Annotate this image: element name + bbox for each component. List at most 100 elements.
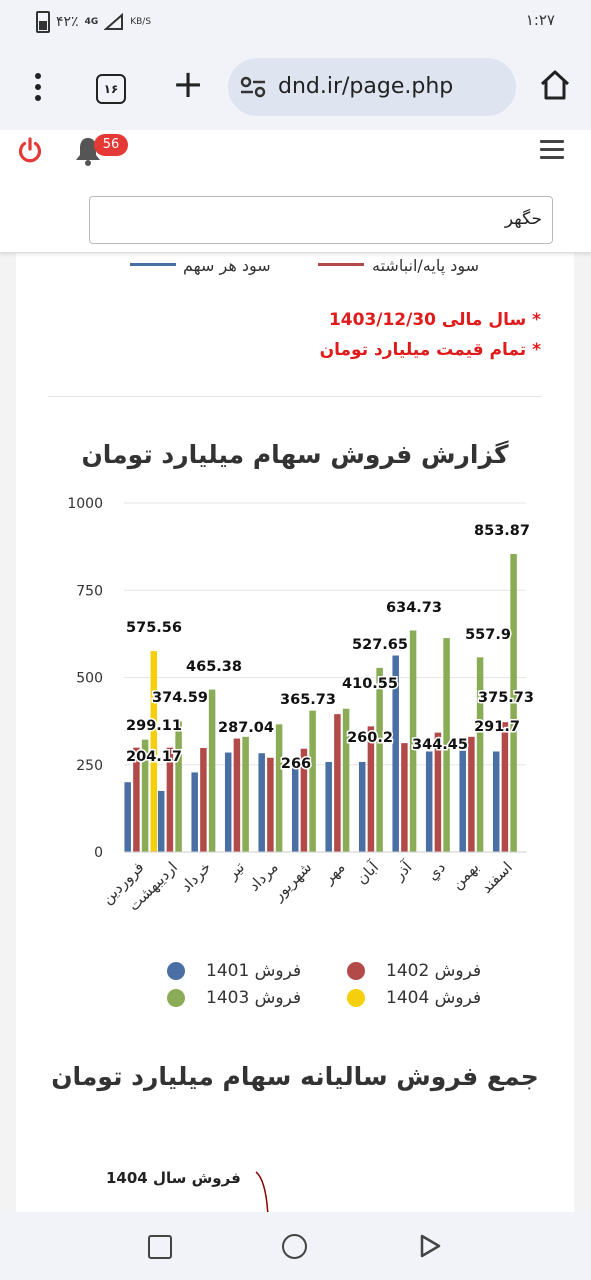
home-icon[interactable] (538, 68, 572, 102)
site-settings-icon[interactable] (240, 76, 266, 98)
address-bar[interactable]: dnd.ir/page.php (228, 58, 516, 116)
bar (409, 630, 417, 852)
bar (141, 739, 149, 852)
data-label: 266 (281, 756, 311, 772)
bar (376, 667, 383, 852)
bar (510, 553, 517, 852)
data-label: 634.73 (386, 600, 442, 616)
x-tick-label: بهمن (448, 858, 483, 893)
y-tick-label: 500 (76, 671, 103, 687)
bar (334, 714, 341, 852)
legend-eps-label: سود هر سهم (183, 256, 271, 275)
status-bar: ۴۲٪ 4G KB/S ۱:۲۷ (0, 0, 591, 44)
legend-1404-dot[interactable] (347, 989, 365, 1007)
back-button[interactable] (418, 1233, 442, 1259)
bar (208, 689, 216, 852)
legend-1402-label[interactable]: فروش 1402 (386, 961, 482, 981)
data-label: 375.73 (478, 690, 534, 706)
unit-note: * تمام قیمت میلیارد تومان (319, 340, 541, 360)
bar (367, 726, 375, 852)
data-label: 204.17 (126, 749, 182, 765)
data-label: 465.38 (186, 659, 242, 675)
x-tick-label: آذر (389, 858, 416, 885)
annual-series-label: فروش سال 1404 (106, 1169, 241, 1187)
new-tab-plus-icon[interactable]: + (172, 62, 204, 106)
browser-toolbar: ۱۶ + dnd.ir/page.php (0, 44, 591, 130)
bar (242, 736, 249, 852)
data-label: 575.56 (126, 620, 182, 636)
legend-base-profit-label: سود پایه/انباشته (372, 256, 480, 275)
annual-chart-title: جمع فروش سالیانه سهام میلیارد تومان (51, 1062, 539, 1091)
data-label: 557.9 (465, 627, 511, 643)
bar (233, 738, 241, 852)
data-label: 260.2 (347, 730, 393, 746)
bar (191, 772, 198, 852)
x-tick-label: تیر (223, 858, 248, 883)
chart-title: گزارش فروش سهام میلیارد تومان (81, 440, 509, 469)
status-icons: ۴۲٪ 4G KB/S (36, 11, 151, 33)
url-text[interactable]: dnd.ir/page.php (278, 74, 454, 99)
speed-unit: KB/S (130, 17, 152, 27)
annual-series-line (255, 1171, 269, 1212)
x-tick-label: مهر (319, 858, 349, 888)
tabs-button[interactable]: ۱۶ (96, 74, 126, 104)
hamburger-menu-icon[interactable] (540, 140, 564, 160)
bar (133, 747, 140, 852)
bar (200, 747, 207, 852)
y-tick-label: 1000 (67, 496, 103, 512)
clock: ۱:۲۷ (525, 11, 555, 29)
bar (325, 761, 332, 852)
data-label: 287.04 (218, 720, 274, 736)
bar (425, 751, 433, 852)
bar (166, 747, 174, 852)
search-input[interactable]: حگهر (89, 196, 553, 244)
y-tick-label: 0 (94, 845, 103, 861)
legend-1401-label[interactable]: فروش 1401 (206, 961, 302, 981)
legend-base-profit-swatch (318, 263, 364, 266)
bar (401, 743, 408, 852)
legend-1404-label[interactable]: فروش 1404 (386, 988, 482, 1008)
bar (358, 761, 366, 852)
bar (175, 721, 182, 852)
x-tick-label: اسفند (477, 858, 516, 897)
recents-button[interactable] (148, 1235, 172, 1259)
bar (291, 760, 299, 852)
bar (501, 722, 509, 852)
fiscal-year-note: * سال مالی 1403/12/30 (328, 310, 541, 330)
bar (275, 724, 283, 852)
divider (48, 396, 542, 397)
bar (258, 753, 265, 852)
x-tick-label: آبان (352, 858, 382, 888)
battery-icon (36, 11, 50, 33)
site-header: 56 حگهر (0, 130, 591, 253)
data-label: 853.87 (474, 523, 530, 539)
y-tick-label: 750 (76, 583, 103, 599)
bar (492, 751, 500, 852)
data-label: 527.65 (352, 637, 408, 653)
network-type: 4G (84, 17, 99, 27)
x-tick-label: خرداد (177, 858, 215, 896)
legend-1402-dot[interactable] (347, 962, 365, 980)
search-input-value[interactable]: حگهر (504, 209, 542, 229)
notification-badge[interactable]: 56 (94, 134, 128, 156)
data-label: 291.7 (474, 719, 520, 735)
legend-1401-dot[interactable] (167, 962, 185, 980)
bar (300, 748, 308, 852)
home-button[interactable] (282, 1234, 307, 1259)
bar (150, 651, 158, 852)
legend-1403-dot[interactable] (167, 989, 185, 1007)
power-icon[interactable] (16, 136, 44, 164)
navigation-bar (0, 1212, 591, 1280)
bar (468, 736, 475, 852)
menu-dots-icon[interactable] (28, 70, 48, 104)
bar (443, 638, 450, 852)
x-tick-label: دي (423, 858, 449, 884)
legend-1403-label[interactable]: فروش 1403 (206, 988, 302, 1008)
bar (459, 750, 466, 852)
bar (157, 790, 165, 852)
bar (309, 710, 316, 852)
bar (124, 782, 131, 852)
y-tick-label: 250 (76, 758, 103, 774)
data-label: 374.59 (152, 690, 208, 706)
